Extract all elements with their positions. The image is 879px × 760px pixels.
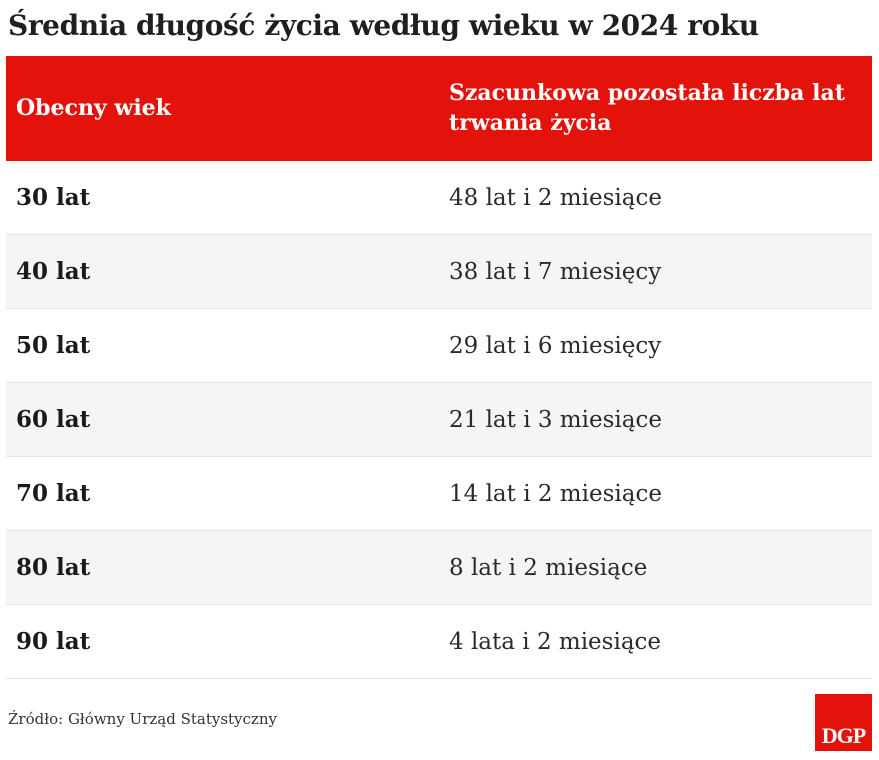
age-cell: 70 lat bbox=[16, 480, 91, 507]
life-expectancy-table: Obecny wiek Szacunkowa pozostała liczba … bbox=[6, 56, 872, 679]
remaining-cell: 14 lat i 2 miesiące bbox=[449, 481, 662, 507]
age-cell: 90 lat bbox=[16, 628, 91, 655]
header-remaining-years: Szacunkowa pozostała liczba lat trwania … bbox=[449, 80, 845, 136]
table-row: 80 lat 8 lat i 2 miesiące bbox=[6, 531, 872, 605]
age-cell: 30 lat bbox=[16, 184, 91, 211]
table-row: 60 lat 21 lat i 3 miesiące bbox=[6, 383, 872, 457]
age-cell: 50 lat bbox=[16, 332, 91, 359]
table-row: 70 lat 14 lat i 2 miesiące bbox=[6, 457, 872, 531]
table-row: 50 lat 29 lat i 6 miesięcy bbox=[6, 309, 872, 383]
page-title: Średnia długość życia według wieku w 202… bbox=[8, 9, 759, 42]
age-cell: 80 lat bbox=[16, 554, 91, 581]
age-cell: 40 lat bbox=[16, 258, 91, 285]
table-row: 40 lat 38 lat i 7 miesięcy bbox=[6, 235, 872, 309]
table-row: 90 lat 4 lata i 2 miesiące bbox=[6, 605, 872, 679]
remaining-cell: 38 lat i 7 miesięcy bbox=[449, 259, 662, 285]
header-age: Obecny wiek bbox=[16, 95, 171, 121]
remaining-cell: 29 lat i 6 miesięcy bbox=[449, 333, 662, 359]
table-row: 30 lat 48 lat i 2 miesiące bbox=[6, 161, 872, 235]
remaining-cell: 4 lata i 2 miesiące bbox=[449, 629, 662, 655]
source-note: Źródło: Główny Urząd Statystyczny bbox=[8, 710, 277, 728]
remaining-cell: 48 lat i 2 miesiące bbox=[449, 185, 662, 211]
age-cell: 60 lat bbox=[16, 406, 91, 433]
dgp-logo: DGP bbox=[815, 694, 872, 751]
logo-text: DGP bbox=[821, 723, 866, 748]
remaining-cell: 21 lat i 3 miesiące bbox=[449, 407, 662, 433]
remaining-cell: 8 lat i 2 miesiące bbox=[449, 555, 648, 581]
table-header: Obecny wiek Szacunkowa pozostała liczba … bbox=[6, 56, 872, 161]
